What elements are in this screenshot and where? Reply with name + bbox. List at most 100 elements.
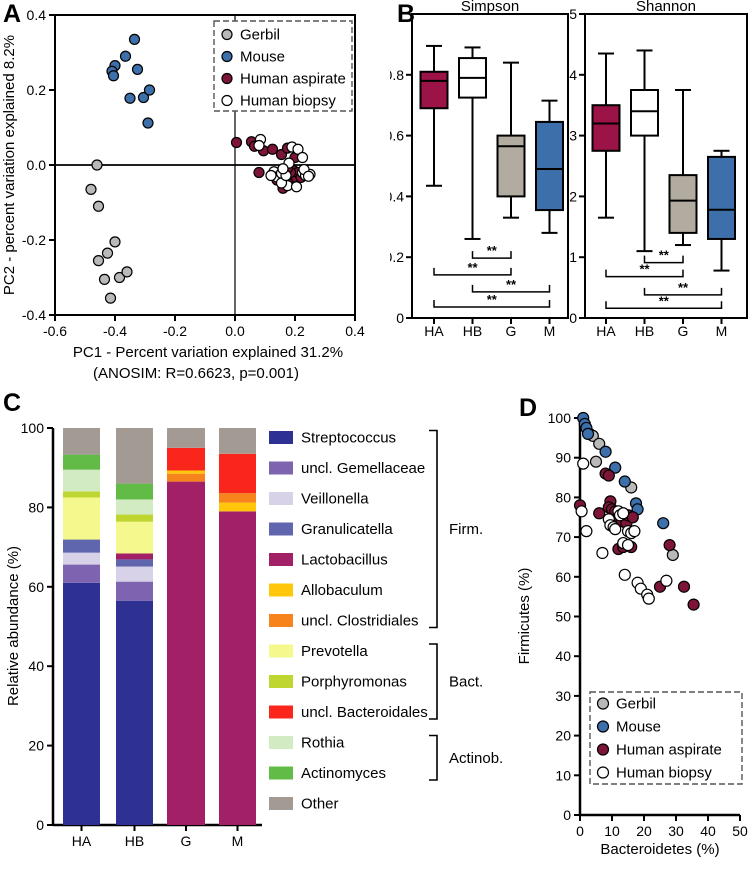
category-label: HB <box>125 833 144 849</box>
data-point <box>119 50 132 62</box>
data-point <box>98 273 111 285</box>
data-point <box>128 33 141 45</box>
significance-stars: ** <box>467 260 478 275</box>
data-point <box>107 70 120 82</box>
data-point <box>663 538 676 552</box>
significance-bracket <box>605 269 684 278</box>
legend-label: Streptococcus <box>301 430 396 447</box>
data-point <box>266 143 279 155</box>
data-point <box>687 598 700 611</box>
significance-stars: ** <box>639 262 650 277</box>
category-label: G <box>678 323 689 339</box>
data-point <box>621 538 635 552</box>
data-point <box>131 63 144 75</box>
legend-label: Porphyromonas <box>301 674 407 691</box>
bar-segment <box>219 493 256 503</box>
data-point <box>581 427 595 440</box>
taxa-group-label: Bact. <box>449 674 483 691</box>
y-tick-label: 70 <box>555 529 571 545</box>
bar-segment <box>116 514 153 522</box>
panel-label-b: B <box>397 0 416 28</box>
bar-segment <box>116 559 153 567</box>
data-point <box>677 580 691 593</box>
significance-bracket <box>433 300 551 308</box>
legend-swatch <box>269 492 293 505</box>
bar-segment <box>116 581 153 601</box>
plot-frame <box>584 13 748 319</box>
bar-segment <box>63 582 100 825</box>
panel-label-a: A <box>3 0 22 28</box>
data-point <box>253 139 265 152</box>
bar-segment <box>219 453 256 494</box>
bar-segment <box>63 552 100 565</box>
data-point <box>265 169 277 182</box>
series-gerbil <box>85 159 133 304</box>
category-label: M <box>232 833 244 849</box>
bar-segment <box>116 499 153 515</box>
legend-marker-human-biopsy <box>221 94 233 107</box>
legend-marker-human-aspirate <box>596 743 610 756</box>
pca-scatter-plot: -0.6 -0.4 -0.2 0.0 0.2 0.4-0.4-0.20.00.20.4PC… <box>1 7 365 382</box>
series-human-biopsy <box>575 457 673 605</box>
legend-box <box>589 691 743 785</box>
y-axis-title: PC2 - percent variation explained 8.2% <box>1 35 18 295</box>
box-iqr <box>707 155 736 240</box>
bar-segment <box>63 497 100 540</box>
data-point <box>92 255 105 267</box>
significance-bracket <box>471 251 512 259</box>
category-label: HA <box>72 833 92 849</box>
data-point <box>253 166 265 179</box>
bar-segment <box>167 481 205 825</box>
x-tick-label: 40 <box>700 823 716 839</box>
data-point <box>85 183 97 195</box>
bar-ha <box>63 428 100 825</box>
bar-segment <box>167 470 205 474</box>
data-point <box>577 457 590 470</box>
legend-swatch <box>269 644 293 658</box>
data-point <box>660 574 673 587</box>
data-point <box>230 136 243 149</box>
box-iqr <box>419 70 449 110</box>
data-point <box>277 163 289 175</box>
y-tick-label: 50 <box>555 609 571 625</box>
bar-segment <box>116 553 153 560</box>
x-axis-title: PC1 - Percent variation explained 31.2% <box>73 344 343 361</box>
legend-label: Veillonella <box>301 491 369 508</box>
data-point <box>609 523 622 536</box>
data-point <box>617 507 630 520</box>
plot-frame <box>411 13 569 319</box>
taxa-group-label: Actinob. <box>449 750 503 767</box>
anosim-annotation: (ANOSIM: R=0.6623, p=0.001) <box>93 365 299 382</box>
legend-swatch <box>269 522 293 536</box>
data-point <box>142 117 154 129</box>
category-label: HA <box>424 323 444 339</box>
bar-segment <box>63 564 100 583</box>
data-point <box>618 475 631 488</box>
y-tick-label: 100 <box>548 410 572 426</box>
legend-swatch <box>269 705 293 719</box>
y-tick-label: 100 <box>21 420 45 436</box>
legend-marker-mouse <box>596 720 610 733</box>
panel-label-d: D <box>519 394 538 422</box>
data-point <box>302 170 315 182</box>
legend-label: Lactobacillus <box>301 552 388 569</box>
y-tick-label: 20 <box>555 728 571 744</box>
bar-segment <box>63 454 100 470</box>
x-tick-label: 50 <box>732 823 748 839</box>
bar-g <box>167 428 205 825</box>
data-point <box>113 271 126 284</box>
legend-label: Human biopsy <box>616 765 712 782</box>
bar-segment <box>167 428 205 448</box>
data-point <box>599 445 612 458</box>
y-tick-label: 0 <box>396 310 404 326</box>
x-tick-label: 20 <box>636 823 652 839</box>
data-point <box>104 292 117 304</box>
significance-stars: ** <box>659 293 670 308</box>
x-tick-label: 0 <box>576 823 584 839</box>
significance-stars: ** <box>678 280 689 295</box>
legend-marker-gerbil <box>596 697 610 710</box>
diversity-boxplots: Simpson 0 0.2 0.4 0.6 0.8 HA HB G M ** ** ** ** Shanno… <box>390 0 748 339</box>
significance-bracket <box>471 284 551 293</box>
significance-stars: ** <box>506 277 517 292</box>
